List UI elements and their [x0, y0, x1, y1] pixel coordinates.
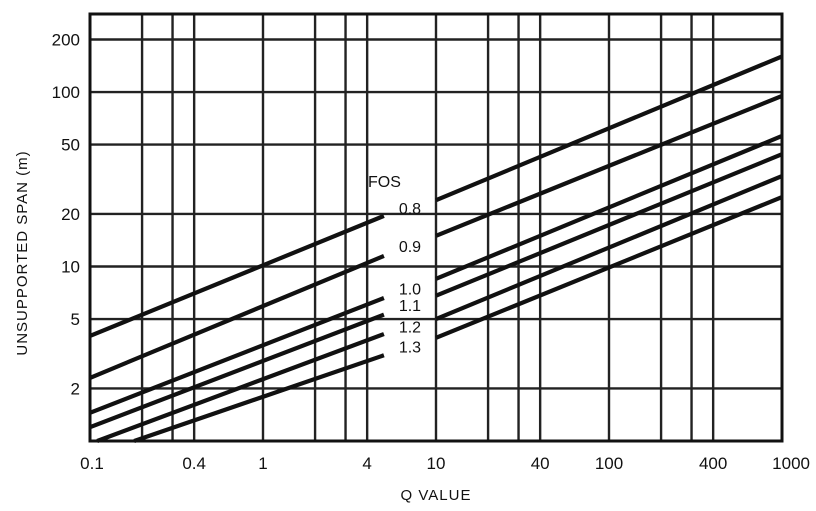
x-tick-label: 0.4 — [182, 454, 206, 473]
x-tick-labels: 0.1 0.4 1 4 10 40 100 400 1000 — [80, 454, 810, 473]
series-labels: FOS 0.8 0.9 1.01.1 1.2 1.3 — [368, 174, 421, 357]
series-line-segment — [89, 213, 385, 338]
y-tick-label: 100 — [52, 83, 80, 102]
series-label: 1.1 — [399, 298, 421, 315]
series-label: 1.3 — [399, 340, 421, 357]
y-tick-label: 200 — [52, 30, 80, 49]
series-line-segment — [133, 353, 385, 443]
y-tick-label: 10 — [61, 258, 80, 277]
x-tick-label: 4 — [362, 454, 371, 473]
series-label: 0.8 — [399, 201, 421, 218]
series-line-segment — [435, 93, 783, 238]
series-line-segment — [89, 296, 385, 415]
series-lines — [89, 54, 783, 443]
y-tick-label: 50 — [61, 136, 80, 155]
x-axis-label: Q VALUE — [401, 487, 472, 504]
x-tick-label: 0.1 — [80, 454, 104, 473]
y-tick-labels: 2 5 10 20 50 100 200 — [52, 30, 80, 398]
series-line-segment — [435, 54, 783, 203]
series-line-segment — [89, 312, 385, 430]
series-line-segment — [435, 134, 783, 281]
series-line-segment — [89, 253, 385, 380]
series-line-segment — [96, 332, 385, 443]
legend-title: FOS — [368, 174, 401, 191]
x-tick-label: 1000 — [772, 454, 810, 473]
y-tick-label: 20 — [61, 205, 80, 224]
series-line-segment — [435, 195, 783, 340]
series-label: 1.0 — [399, 281, 421, 298]
y-axis-label: UNSUPPORTED SPAN (m) — [14, 150, 31, 355]
series-label: 1.2 — [399, 320, 421, 337]
x-tick-label: 40 — [531, 454, 550, 473]
series-line-segment — [435, 152, 783, 298]
x-tick-label: 10 — [427, 454, 446, 473]
series-line-segment — [435, 174, 783, 321]
x-tick-label: 100 — [595, 454, 623, 473]
series-label: 0.9 — [399, 239, 421, 256]
x-tick-label: 1 — [258, 454, 267, 473]
grid-lines — [90, 14, 782, 441]
x-tick-label: 400 — [699, 454, 727, 473]
plot-frame — [88, 12, 784, 443]
y-tick-label: 2 — [71, 379, 80, 398]
y-tick-label: 5 — [71, 310, 80, 329]
